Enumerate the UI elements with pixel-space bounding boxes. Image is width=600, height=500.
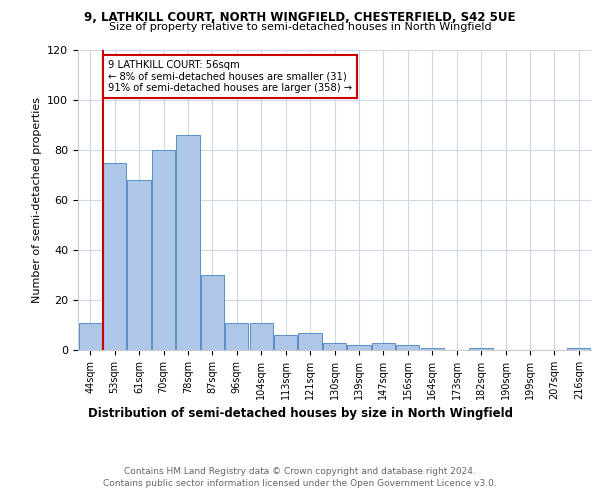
Bar	[127, 180, 151, 350]
Bar	[469, 348, 493, 350]
Bar	[201, 275, 224, 350]
Bar	[372, 342, 395, 350]
Text: Contains HM Land Registry data © Crown copyright and database right 2024.: Contains HM Land Registry data © Crown c…	[124, 468, 476, 476]
Bar	[567, 348, 590, 350]
Text: 9 LATHKILL COURT: 56sqm
← 8% of semi-detached houses are smaller (31)
91% of sem: 9 LATHKILL COURT: 56sqm ← 8% of semi-det…	[108, 60, 352, 93]
Bar	[298, 332, 322, 350]
Bar	[176, 135, 200, 350]
Bar	[323, 342, 346, 350]
Bar	[225, 322, 248, 350]
Bar	[79, 322, 102, 350]
Text: Contains public sector information licensed under the Open Government Licence v3: Contains public sector information licen…	[103, 479, 497, 488]
Bar	[250, 322, 273, 350]
Bar	[396, 345, 419, 350]
Bar	[103, 162, 126, 350]
Bar	[152, 150, 175, 350]
Text: Size of property relative to semi-detached houses in North Wingfield: Size of property relative to semi-detach…	[109, 22, 491, 32]
Text: 9, LATHKILL COURT, NORTH WINGFIELD, CHESTERFIELD, S42 5UE: 9, LATHKILL COURT, NORTH WINGFIELD, CHES…	[84, 11, 516, 24]
Y-axis label: Number of semi-detached properties: Number of semi-detached properties	[32, 97, 41, 303]
Bar	[274, 335, 297, 350]
Bar	[421, 348, 444, 350]
Text: Distribution of semi-detached houses by size in North Wingfield: Distribution of semi-detached houses by …	[88, 408, 512, 420]
Bar	[347, 345, 371, 350]
